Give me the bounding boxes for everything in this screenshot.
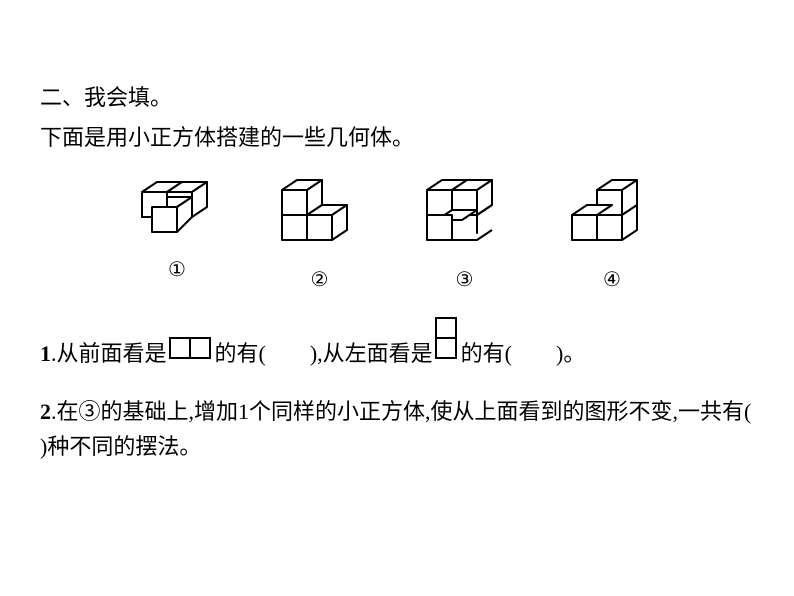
- q1-part1: .从前面看是: [51, 334, 167, 374]
- q1-part2: 的有(: [215, 334, 266, 374]
- cube-shape-3: [417, 172, 512, 252]
- cube-shape-2: [272, 172, 367, 252]
- front-view-shape-icon: [169, 334, 213, 374]
- cube-shape-4: [562, 172, 662, 252]
- q2-number: 2: [40, 399, 51, 424]
- q1-part5: )。: [556, 334, 585, 374]
- figure-4: ④: [562, 172, 662, 292]
- figure-3: ③: [417, 172, 512, 292]
- figure-label-2: ②: [311, 267, 329, 292]
- q1-part4: 的有(: [461, 334, 512, 374]
- figure-label-1: ①: [168, 257, 186, 282]
- question-1: 1 .从前面看是 的有( ),从左面看是 的有( )。: [40, 317, 754, 374]
- figures-container: ① ②: [40, 172, 754, 292]
- cube-shape-1: [132, 172, 222, 242]
- q1-blank2: [512, 334, 556, 374]
- q1-number: 1: [40, 334, 51, 374]
- section-subtext: 下面是用小正方体搭建的一些几何体。: [40, 120, 754, 152]
- question-2: 2.在③的基础上,增加1个同样的小正方体,使从上面看到的图形不变,一共有( )种…: [40, 394, 754, 464]
- left-view-shape-icon: [435, 317, 459, 374]
- q1-blank1: [266, 334, 310, 374]
- section-heading: 二、我会填。: [40, 80, 754, 112]
- figure-label-3: ③: [456, 267, 474, 292]
- q1-part3: ),从左面看是: [310, 334, 433, 374]
- q2-text: .在③的基础上,增加1个同样的小正方体,使从上面看到的图形不变,一共有( )种不…: [40, 399, 751, 459]
- figure-1: ①: [132, 172, 222, 292]
- figure-label-4: ④: [603, 267, 621, 292]
- figure-2: ②: [272, 172, 367, 292]
